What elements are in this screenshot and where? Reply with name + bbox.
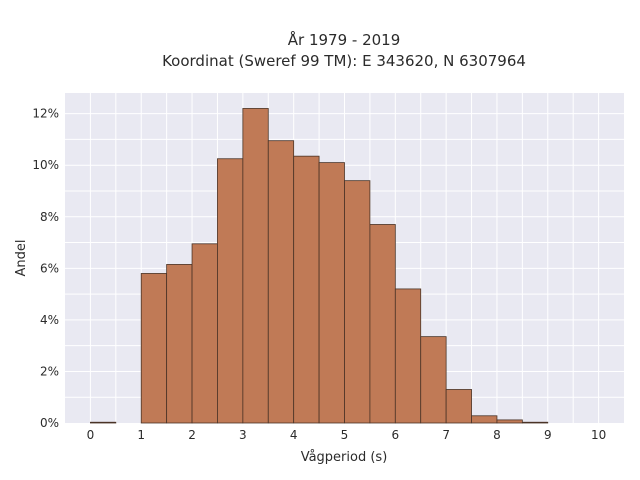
bar-2.5 — [217, 158, 244, 424]
y-tick-label: 8% — [40, 210, 59, 224]
bar-1 — [140, 273, 168, 424]
bar-8.5 — [521, 421, 549, 424]
bar-8 — [496, 419, 523, 424]
x-tick-label: 6 — [391, 428, 399, 442]
y-tick-label: 0% — [40, 416, 59, 430]
y-tick-label: 4% — [40, 313, 59, 327]
chart-title-line-2: Koordinat (Sweref 99 TM): E 343620, N 63… — [162, 52, 526, 70]
bar-6.5 — [420, 336, 447, 424]
y-tick-label: 12% — [32, 107, 59, 121]
bar-7.5 — [471, 415, 498, 424]
bar-3 — [242, 108, 269, 424]
y-tick-label: 6% — [40, 261, 59, 275]
bar-5 — [344, 180, 371, 424]
x-tick-label: 9 — [544, 428, 552, 442]
y-axis-label: Andel — [14, 240, 29, 277]
x-tick-label: 10 — [591, 428, 606, 442]
bars — [90, 108, 549, 424]
chart-title-line-1: År 1979 - 2019 — [288, 30, 401, 49]
x-axis-ticks: 0 1 2 3 4 5 6 7 8 9 10 — [87, 428, 607, 442]
x-tick-label: 4 — [290, 428, 298, 442]
bar-4 — [293, 155, 320, 424]
bar-2 — [191, 243, 218, 424]
x-axis-label: Vågperiod (s) — [301, 450, 388, 465]
x-tick-label: 0 — [87, 428, 95, 442]
bar-0 — [90, 421, 117, 424]
x-tick-label: 5 — [341, 428, 349, 442]
x-tick-label: 1 — [137, 428, 145, 442]
x-tick-label: 8 — [493, 428, 501, 442]
y-axis-ticks: 0% 2% 4% 6% 8% 10% 12% — [32, 107, 59, 430]
bar-1.5 — [166, 264, 193, 424]
bar-7 — [445, 389, 472, 424]
x-tick-label: 2 — [188, 428, 196, 442]
bar-3.5 — [267, 140, 295, 424]
bar-4.5 — [318, 162, 345, 424]
x-tick-label: 7 — [442, 428, 450, 442]
bar-6 — [394, 288, 422, 424]
x-tick-label: 3 — [239, 428, 247, 442]
y-tick-label: 10% — [32, 158, 59, 172]
bar-5.5 — [369, 224, 396, 424]
y-tick-label: 2% — [40, 364, 59, 378]
